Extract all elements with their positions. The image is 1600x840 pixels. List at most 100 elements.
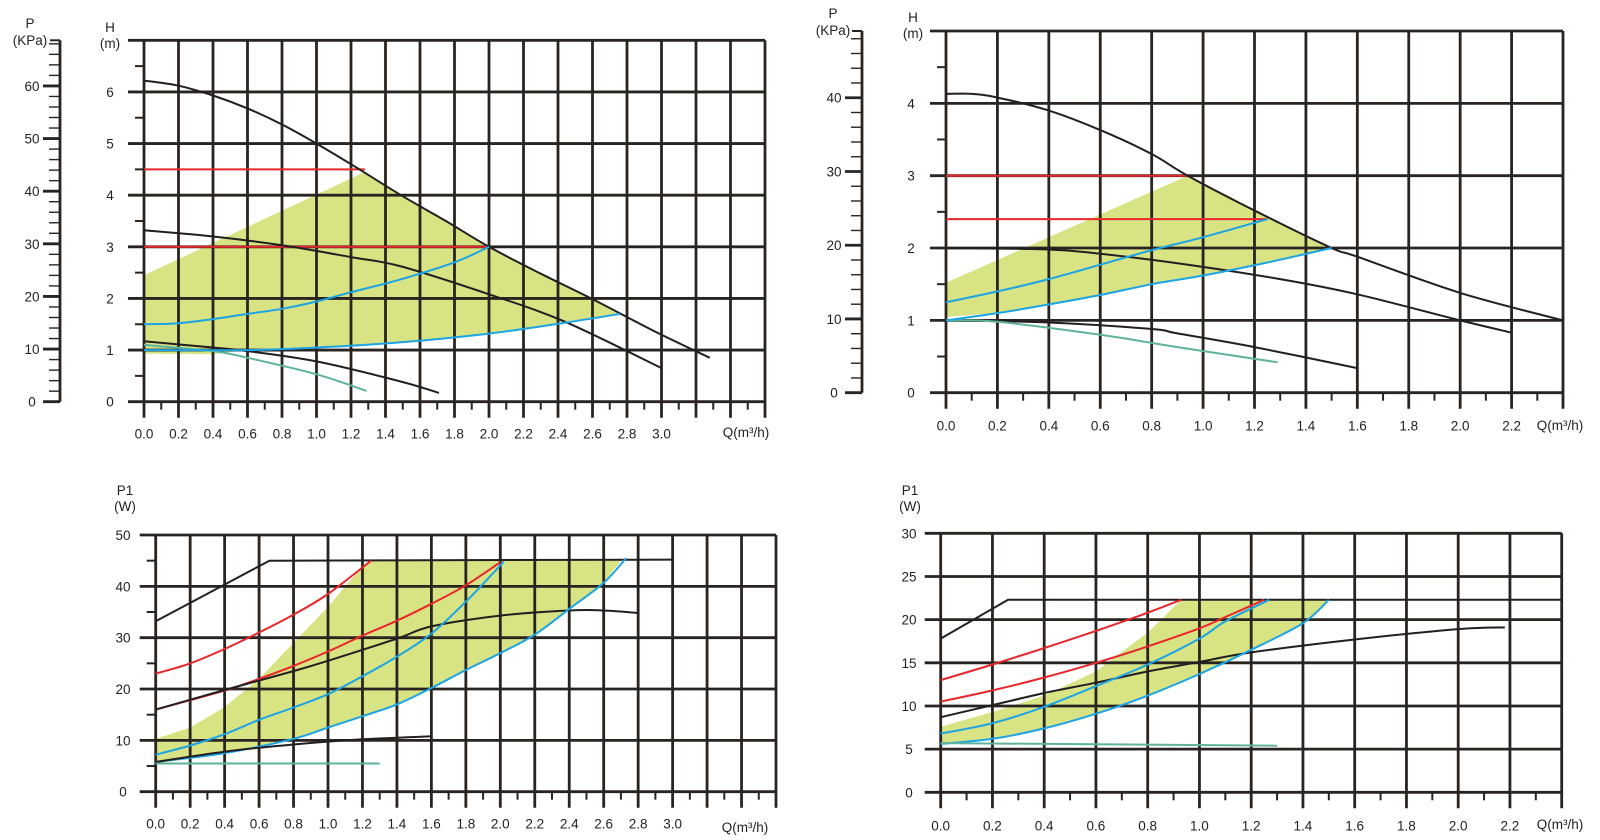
series-blue-curve — [940, 599, 1330, 745]
x-tick-label: 0.6 — [1087, 818, 1106, 833]
x-tick-label: 1.0 — [307, 427, 326, 442]
y-tick-label: 25 — [901, 569, 916, 584]
series-red-curve — [940, 598, 1182, 682]
y-tick-label: 40 — [115, 579, 130, 594]
x-tick-label: 0.8 — [1142, 419, 1161, 434]
x-tick-label: 1.0 — [319, 817, 338, 832]
x-tick-label: 0.8 — [1138, 818, 1157, 833]
series-black_curve-curve — [940, 626, 1505, 719]
x-tick-label: 0.6 — [250, 817, 269, 832]
x-tick-label: 2.8 — [629, 817, 648, 832]
x-axis-title: Q(m³/h) — [723, 425, 770, 440]
x-tick-label: 3.0 — [663, 817, 682, 832]
x-tick-label: 1.4 — [1294, 818, 1313, 833]
x-tick-label: 1.4 — [376, 427, 395, 442]
x-tick-label: 2.0 — [1451, 419, 1470, 434]
y-tick-label: 30 — [115, 631, 130, 646]
x-tick-label: 2.2 — [525, 817, 544, 832]
series-red-curve — [940, 598, 1265, 703]
y-axis-unit: (m) — [100, 36, 120, 51]
series-black_curve-curve — [945, 92, 1564, 322]
x-tick-label: 2.4 — [560, 817, 579, 832]
x-tick-label: 2.2 — [514, 427, 533, 442]
pressure-tick-label: 10 — [24, 342, 39, 357]
y-tick-label: 50 — [115, 528, 130, 543]
series-blue-curve — [945, 218, 1268, 304]
y-tick-label: 2 — [907, 241, 915, 256]
pressure-tick-label: 60 — [24, 79, 39, 94]
y-tick-label: 1 — [106, 343, 114, 358]
y-tick-label: 10 — [901, 699, 916, 714]
y-axis-title: P1 — [117, 483, 134, 498]
x-axis-title: Q(m³/h) — [722, 820, 769, 835]
x-tick-label: 2.6 — [583, 427, 602, 442]
x-tick-label: 1.8 — [1399, 419, 1418, 434]
series-black_curve-curve — [945, 319, 1358, 370]
pressure-tick-label: 20 — [826, 238, 841, 253]
y-tick-label: 5 — [905, 742, 913, 757]
y-axis-unit: (m) — [903, 26, 923, 41]
y-tick-label: 6 — [106, 85, 114, 100]
y-tick-label: 30 — [901, 526, 916, 541]
series-teal-curve — [945, 319, 1278, 364]
series-black_curve-curve — [155, 735, 432, 763]
pressure-axis-unit: (KPa) — [13, 33, 48, 48]
pressure-tick-label: 40 — [24, 184, 39, 199]
series-blue-curve — [143, 312, 621, 352]
x-tick-label: 0.0 — [146, 817, 165, 832]
series-teal-curve — [940, 742, 1278, 747]
pressure-tick-label: 0 — [28, 395, 36, 410]
x-tick-label: 1.0 — [1194, 419, 1213, 434]
x-tick-label: 2.4 — [549, 427, 568, 442]
x-tick-label: 1.2 — [1245, 419, 1264, 434]
pressure-axis-title: P — [25, 16, 34, 31]
x-tick-label: 1.0 — [1190, 818, 1209, 833]
y-tick-label: 0 — [905, 785, 913, 800]
y-axis-unit: (W) — [899, 499, 921, 514]
y-axis-title: H — [105, 20, 115, 35]
x-tick-label: 2.2 — [1501, 818, 1520, 833]
pressure-tick-label: 0 — [830, 386, 838, 401]
y-axis-title: H — [908, 10, 918, 25]
y-tick-label: 5 — [106, 137, 114, 152]
x-tick-label: 0.0 — [937, 419, 956, 434]
y-tick-label: 1 — [907, 313, 915, 328]
y-tick-label: 20 — [115, 682, 130, 697]
pressure-tick-label: 30 — [826, 164, 841, 179]
series-blue-curve — [155, 561, 505, 756]
y-tick-label: 15 — [901, 656, 916, 671]
x-tick-label: 1.6 — [1345, 818, 1364, 833]
y-tick-label: 10 — [115, 733, 130, 748]
x-tick-label: 3.0 — [652, 427, 671, 442]
series-black_curve-curve — [155, 608, 639, 711]
x-tick-label: 1.8 — [445, 427, 464, 442]
y-axis-title: P1 — [902, 483, 919, 498]
x-tick-label: 0.8 — [273, 427, 292, 442]
operating-range-fill — [946, 175, 1332, 317]
x-tick-label: 2.6 — [594, 817, 613, 832]
chart-4: 0.0 0.2 0.4 0.6 0.8 1.0 1.2 1.4 1.6 1.8 2.0 2.2 0 5 10… — [899, 483, 1583, 833]
operating-range-fill — [144, 172, 619, 355]
series-black_curve-curve — [155, 558, 673, 623]
series-blue-curve — [155, 557, 627, 763]
x-tick-label: 0.4 — [1035, 818, 1054, 833]
x-tick-label: 0.6 — [1091, 419, 1110, 434]
series-black_curve-curve — [143, 340, 440, 394]
series-black_curve-curve — [143, 79, 711, 359]
x-tick-label: 0.0 — [135, 427, 154, 442]
y-tick-label: 4 — [106, 188, 114, 203]
y-tick-label: 3 — [106, 240, 114, 255]
x-tick-label: 1.2 — [1242, 818, 1261, 833]
x-tick-label: 0.2 — [988, 419, 1007, 434]
x-axis-title: Q(m³/h) — [1537, 418, 1584, 433]
x-tick-label: 1.4 — [1297, 419, 1316, 434]
y-tick-label: 4 — [907, 96, 915, 111]
chart-3: 0.0 0.2 0.4 0.6 0.8 1.0 1.2 1.4 1.6 1.8 2.0 2.2 2.4 2… — [114, 483, 778, 835]
y-tick-label: 2 — [106, 291, 114, 306]
x-tick-label: 1.2 — [342, 427, 361, 442]
series-blue-curve — [940, 598, 1270, 735]
x-tick-label: 0.4 — [1039, 419, 1058, 434]
series-black_curve-curve — [940, 598, 1562, 640]
x-tick-label: 0.2 — [983, 818, 1002, 833]
